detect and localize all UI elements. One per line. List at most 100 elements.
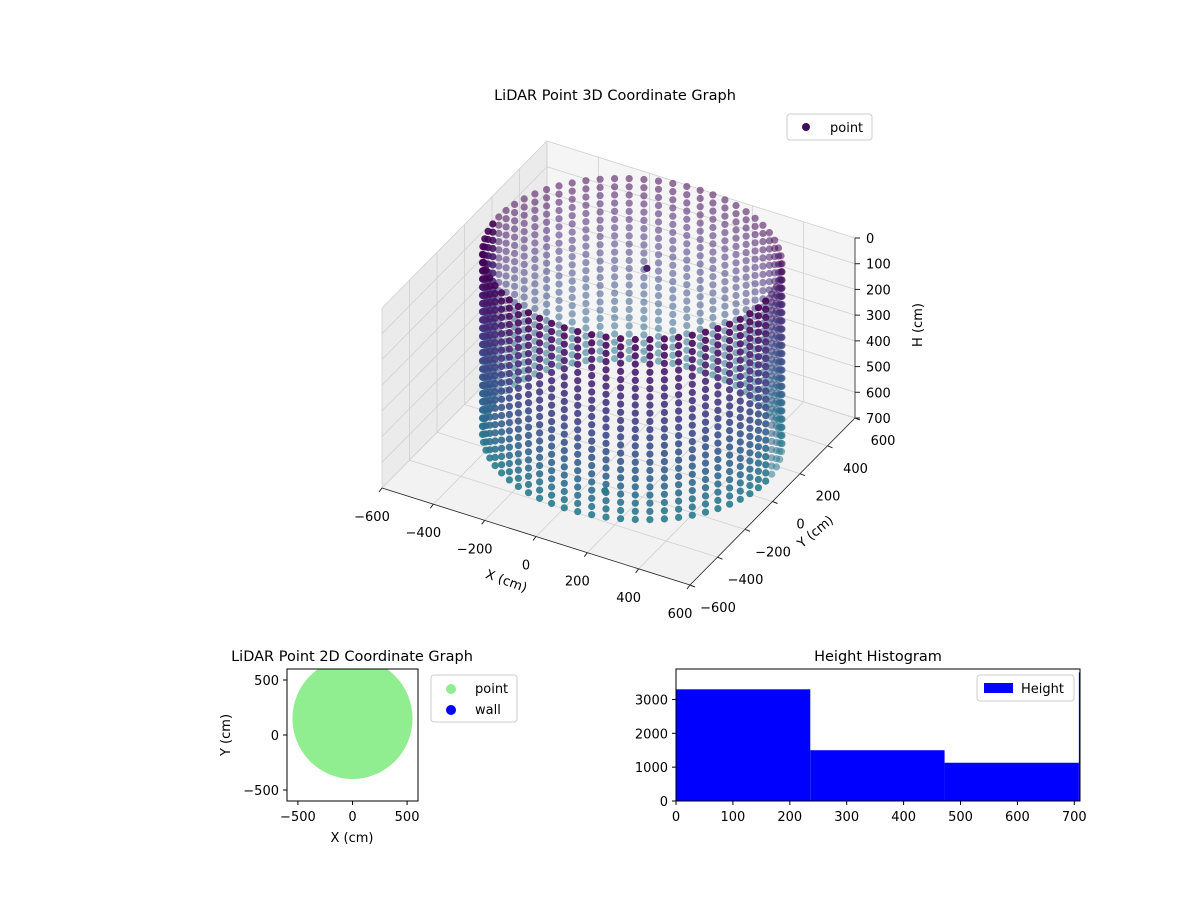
lidar-point — [486, 429, 494, 437]
lidar-point — [754, 451, 763, 459]
lidar-point — [660, 507, 669, 515]
x-axis-ticks-3d: −600 −400 −200 0 200 400 600 — [354, 487, 692, 622]
lidar-point — [732, 291, 740, 300]
lidar-point — [495, 270, 503, 278]
lidar-point — [617, 367, 625, 375]
lidar-point — [617, 335, 625, 343]
lidar-point — [646, 409, 654, 417]
point-region — [292, 669, 413, 779]
lidar-point — [669, 351, 677, 359]
lidar-point — [548, 409, 556, 417]
lidar-point — [688, 438, 696, 446]
lidar-point — [548, 319, 556, 327]
lidar-point — [491, 421, 499, 429]
x-tick-label-hist: 300 — [834, 810, 859, 825]
lidar-point — [701, 369, 710, 377]
lidar-point — [531, 190, 539, 198]
lidar-point — [568, 343, 576, 351]
lidar-point — [701, 361, 710, 369]
lidar-point — [574, 458, 582, 467]
lidar-point — [491, 314, 499, 322]
lidar-point — [751, 222, 759, 230]
x-axis-label-2d: X (cm) — [331, 831, 374, 846]
lidar-point — [683, 313, 691, 322]
lidar-point — [754, 418, 763, 426]
lidar-point — [548, 418, 556, 426]
gridline-z — [381, 166, 856, 334]
lidar-point — [675, 440, 683, 448]
lidar-point — [486, 421, 494, 429]
lidar-point — [617, 506, 625, 515]
lidar-point — [732, 218, 740, 226]
lidar-point — [543, 226, 551, 235]
lidar-point — [514, 409, 523, 417]
lidar-point — [732, 259, 740, 267]
lidar-point — [543, 284, 551, 292]
lidar-point — [531, 296, 539, 304]
lidar-point — [611, 297, 619, 305]
axis-ticks-histogram: 0 100 200 300 400 500 600 700 0 1000 2000 3000 — [635, 693, 1087, 825]
lidar-point — [765, 229, 774, 237]
lidar-point — [660, 474, 669, 482]
lidar-point — [568, 212, 576, 220]
lidar-point — [640, 282, 648, 290]
lidar-point — [646, 336, 654, 344]
lidar-point — [669, 204, 677, 212]
lidar-point — [582, 349, 590, 357]
lidar-point — [520, 285, 528, 293]
lidar-point — [498, 436, 506, 444]
lidar-point — [536, 486, 544, 494]
lidar-point — [762, 387, 770, 395]
lidar-point — [555, 215, 563, 223]
lidar-point — [754, 345, 763, 353]
lidar-point — [588, 339, 596, 347]
lidar-point — [762, 412, 770, 420]
lidar-point — [675, 399, 683, 407]
lidar-point — [536, 388, 544, 396]
lidar-point — [588, 380, 596, 388]
lidar-point — [701, 402, 710, 410]
y-tick-label-2d: −500 — [243, 784, 279, 799]
lidar-point — [602, 374, 610, 382]
lidar-point — [696, 342, 704, 350]
lidar-point — [514, 327, 523, 335]
lidar-point — [742, 257, 750, 265]
lidar-point — [574, 401, 582, 409]
lidar-point — [560, 422, 568, 430]
lidar-point — [596, 314, 604, 322]
lidar-point — [491, 412, 499, 421]
lidar-point — [588, 363, 596, 371]
lidar-point — [701, 492, 710, 500]
lidar-point — [736, 446, 744, 454]
lidar-point — [654, 242, 663, 251]
lidar-point — [486, 364, 494, 372]
lidar-point — [568, 310, 576, 318]
lidar-point — [669, 188, 677, 196]
lidar-point — [625, 232, 633, 240]
lidar-point — [543, 186, 551, 194]
lidar-point — [588, 331, 596, 339]
lidar-point — [536, 339, 544, 347]
lidar-point — [660, 417, 669, 425]
lidar-point — [688, 511, 696, 519]
lidar-point — [762, 469, 770, 477]
lidar-point — [696, 358, 704, 366]
lidar-point — [611, 346, 619, 354]
lidar-point — [555, 206, 563, 215]
lidar-point — [536, 363, 544, 371]
lidar-point — [660, 392, 669, 400]
lidar-point — [714, 365, 722, 374]
lidar-point — [611, 207, 619, 215]
lidar-point — [631, 515, 639, 524]
lidar-point — [520, 277, 528, 285]
lidar-point — [654, 251, 663, 259]
lidar-point — [660, 384, 669, 392]
lidar-point — [617, 408, 625, 416]
lidar-point — [771, 343, 779, 351]
lidar-point — [736, 372, 744, 381]
lidar-point — [709, 207, 717, 215]
lidar-point — [726, 443, 734, 451]
lidar-point — [654, 341, 663, 349]
lidar-point — [714, 431, 722, 439]
lidar-point — [696, 219, 704, 227]
